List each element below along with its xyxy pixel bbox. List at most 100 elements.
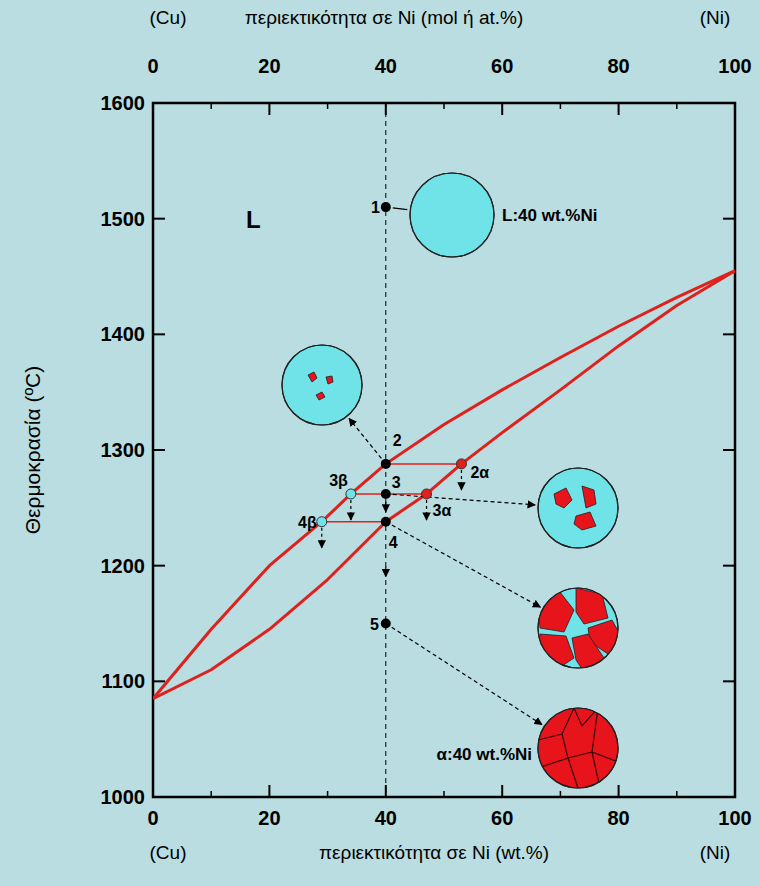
grain-boundary <box>538 708 574 740</box>
cooling-arrow <box>461 470 462 490</box>
icon-connector <box>393 494 535 504</box>
microstructure-icon <box>282 345 362 425</box>
y-tick <box>153 333 165 335</box>
x-tick <box>152 785 154 797</box>
phase-boundary <box>153 271 735 699</box>
y-tick-label: 1500 <box>101 208 146 230</box>
microstructure-grains <box>554 486 596 530</box>
annotation: α:40 wt.%Ni <box>437 745 532 764</box>
x-minor-tick <box>676 791 678 797</box>
x2-tick <box>501 103 503 115</box>
curves <box>153 271 735 699</box>
plot-frame <box>153 103 735 797</box>
x2-minor-tick <box>676 103 678 109</box>
point-label: 3 <box>392 474 401 491</box>
grain-boundary <box>592 752 618 762</box>
grain-boundary <box>568 708 598 758</box>
x2-tick-label: 0 <box>147 55 158 77</box>
solid-grain <box>576 588 608 624</box>
point-label: 2 <box>393 432 402 449</box>
x-minor-tick <box>327 791 329 797</box>
x-tick-label: 0 <box>147 807 158 829</box>
x-tick <box>618 785 620 797</box>
y-tick <box>153 102 165 104</box>
x2-minor-tick <box>327 103 329 109</box>
cooling-arrow <box>385 567 386 577</box>
x-tick <box>734 785 736 797</box>
icon-connector <box>392 627 542 724</box>
x-tick <box>268 785 270 797</box>
y-tick-right <box>723 333 735 335</box>
x2-minor-tick <box>560 103 562 109</box>
y-tick-right <box>723 796 735 798</box>
x-end-label: (Ni) <box>700 842 731 863</box>
grain-boundary <box>574 708 598 726</box>
y-axis-title: Θερμοκρασία (ºC) <box>21 366 44 534</box>
cooling-arrow <box>350 500 351 520</box>
grain-boundary <box>538 734 568 768</box>
solid-grain <box>326 376 333 384</box>
icon-outline <box>538 468 618 548</box>
background <box>0 0 759 886</box>
x2-tick <box>268 103 270 115</box>
y-tick <box>153 796 165 798</box>
x2-axis-title: περιεκτικότητα σε Ni (mol ή at.%) <box>245 7 524 28</box>
x2-tick <box>152 103 154 115</box>
x2-minor-tick <box>210 103 212 109</box>
microstructure-icon <box>538 708 618 788</box>
x2-end-label: (Ni) <box>700 7 731 28</box>
solid-grain <box>554 488 572 508</box>
y-tick-label: 1400 <box>101 323 146 345</box>
state-point <box>381 517 391 527</box>
region-label: L <box>246 206 261 233</box>
state-point <box>381 459 391 469</box>
cooling-arrow <box>426 500 427 520</box>
y-tick-right <box>723 218 735 220</box>
microstructure-grains <box>538 708 618 788</box>
grain-boundary <box>568 758 578 788</box>
chart: 0204060801000204060801001000110012001300… <box>0 0 759 886</box>
y-tick <box>153 680 165 682</box>
solid-grain <box>538 592 574 632</box>
y-tick-right <box>723 449 735 451</box>
y-tick-label: 1600 <box>101 92 146 114</box>
x2-minor-tick <box>443 103 445 109</box>
solid-grain <box>574 512 596 530</box>
x-minor-tick <box>210 791 212 797</box>
y-tick-label: 1200 <box>101 555 146 577</box>
state-point <box>381 202 391 212</box>
icon-connector <box>349 418 381 458</box>
x-tick-label: 60 <box>491 807 513 829</box>
x2-tick <box>618 103 620 115</box>
x2-tick-label: 40 <box>375 55 397 77</box>
x-tick-label: 40 <box>375 807 397 829</box>
solid-grain <box>582 486 596 508</box>
x-end-label: (Cu) <box>150 842 187 863</box>
cooling-arrow <box>385 502 386 512</box>
y-tick <box>153 565 165 567</box>
y-tick-label: 1100 <box>102 670 145 692</box>
point-label: 3α <box>433 502 452 519</box>
icon-outline <box>410 173 494 257</box>
y-tick <box>153 218 165 220</box>
x-minor-tick <box>443 791 445 797</box>
y-tick-label: 1000 <box>101 786 146 808</box>
icon-outline <box>538 588 618 668</box>
y-tick-right <box>723 565 735 567</box>
x-tick <box>501 785 503 797</box>
point-label: 4β <box>298 514 317 531</box>
solid-grain <box>316 392 325 400</box>
icon-connector <box>393 208 408 210</box>
point-label: 4 <box>389 534 398 551</box>
x-tick-label: 80 <box>607 807 629 829</box>
x2-end-label: (Cu) <box>150 7 187 28</box>
x2-tick-label: 100 <box>718 55 751 77</box>
annotation: L:40 wt.%Ni <box>502 206 597 225</box>
icon-connector <box>392 525 540 607</box>
phase-boundary <box>153 271 735 699</box>
state-point <box>422 489 432 499</box>
icon-outline <box>538 708 618 788</box>
x2-tick-label: 80 <box>607 55 629 77</box>
state-point <box>381 489 391 499</box>
x-minor-tick <box>560 791 562 797</box>
